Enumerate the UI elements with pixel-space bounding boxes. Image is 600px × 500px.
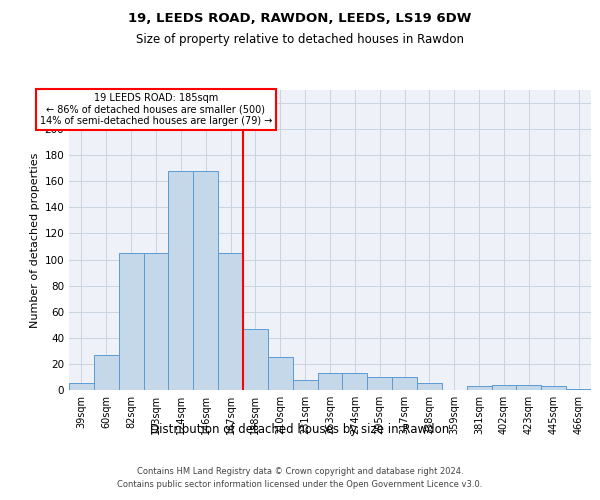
Text: Contains HM Land Registry data © Crown copyright and database right 2024.: Contains HM Land Registry data © Crown c…: [137, 468, 463, 476]
Text: Size of property relative to detached houses in Rawdon: Size of property relative to detached ho…: [136, 32, 464, 46]
Bar: [566, 388, 591, 390]
Bar: [119, 253, 143, 390]
Y-axis label: Number of detached properties: Number of detached properties: [30, 152, 40, 328]
Bar: [517, 385, 541, 390]
Bar: [169, 171, 193, 390]
Bar: [491, 385, 517, 390]
Bar: [317, 373, 343, 390]
Bar: [69, 384, 94, 390]
Bar: [541, 386, 566, 390]
Text: Distribution of detached houses by size in Rawdon: Distribution of detached houses by size …: [151, 422, 449, 436]
Text: 19, LEEDS ROAD, RAWDON, LEEDS, LS19 6DW: 19, LEEDS ROAD, RAWDON, LEEDS, LS19 6DW: [128, 12, 472, 26]
Bar: [94, 355, 119, 390]
Bar: [392, 377, 417, 390]
Bar: [343, 373, 367, 390]
Bar: [367, 377, 392, 390]
Bar: [268, 358, 293, 390]
Bar: [417, 384, 442, 390]
Bar: [218, 253, 243, 390]
Bar: [193, 171, 218, 390]
Text: Contains public sector information licensed under the Open Government Licence v3: Contains public sector information licen…: [118, 480, 482, 489]
Text: 19 LEEDS ROAD: 185sqm
← 86% of detached houses are smaller (500)
14% of semi-det: 19 LEEDS ROAD: 185sqm ← 86% of detached …: [40, 92, 272, 126]
Bar: [243, 328, 268, 390]
Bar: [467, 386, 491, 390]
Bar: [143, 253, 169, 390]
Bar: [293, 380, 317, 390]
